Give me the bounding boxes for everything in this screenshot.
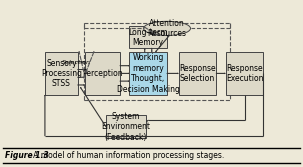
Text: Perception: Perception [82,69,123,78]
Text: Response
Selection: Response Selection [179,64,216,83]
FancyBboxPatch shape [226,52,263,95]
FancyBboxPatch shape [85,52,120,95]
Text: Working
memory
Thought,
Decision Making: Working memory Thought, Decision Making [117,53,180,94]
Text: Selection: Selection [62,60,91,65]
FancyBboxPatch shape [129,52,167,95]
Text: Sensory
Processing
STSS: Sensory Processing STSS [41,58,82,88]
FancyBboxPatch shape [106,115,146,138]
FancyBboxPatch shape [129,26,167,48]
Text: Figure 1.3: Figure 1.3 [5,151,48,160]
FancyBboxPatch shape [179,52,216,95]
Text: Attention
Resources: Attention Resources [148,19,187,38]
Text: A model of human information processing stages.: A model of human information processing … [26,151,224,160]
Text: Long-term
Memory: Long-term Memory [128,28,168,47]
FancyBboxPatch shape [45,52,78,95]
Text: Response
Execution: Response Execution [226,64,263,83]
Ellipse shape [144,21,191,35]
Text: System
Environment
(Feedback): System Environment (Feedback) [102,112,150,142]
